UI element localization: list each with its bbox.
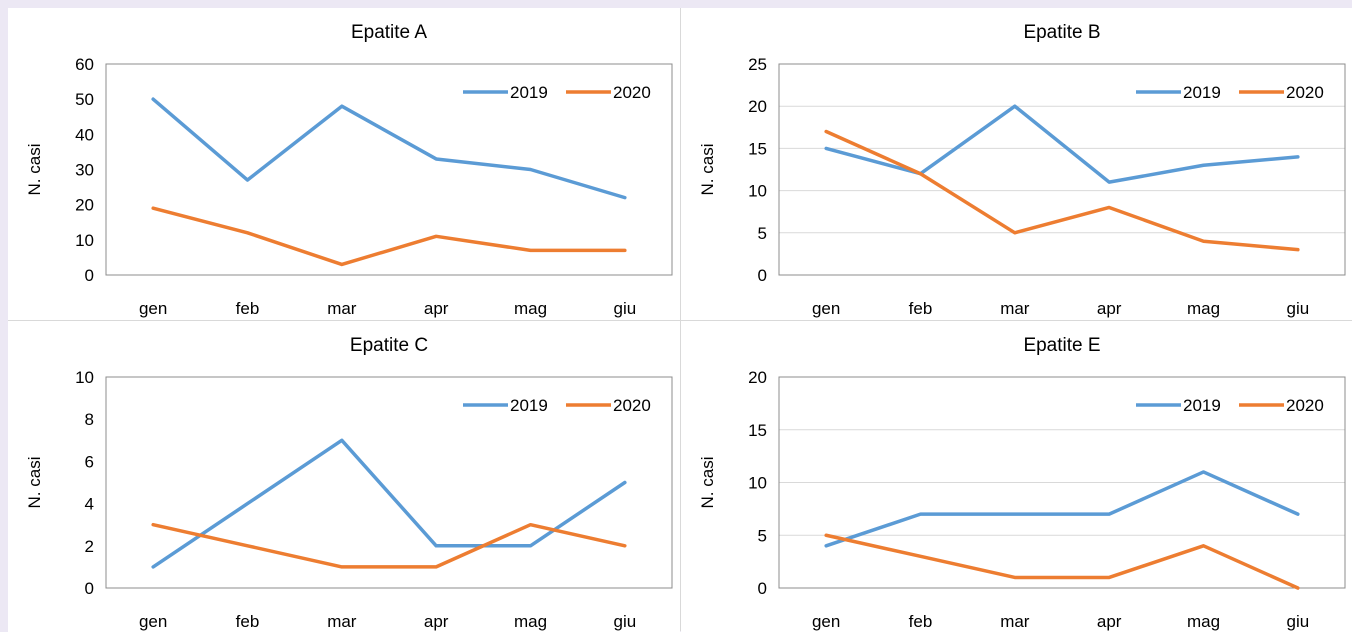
x-tick-label: mag (1187, 612, 1220, 631)
x-tick-label: apr (424, 612, 449, 631)
y-tick-label: 2 (85, 537, 94, 556)
y-tick-label: 0 (758, 266, 767, 285)
x-tick-label: feb (909, 612, 933, 631)
x-tick-label: mar (1000, 612, 1030, 631)
series-line-2019 (151, 438, 627, 569)
legend-label: 2019 (510, 396, 548, 415)
x-tick-label: gen (139, 612, 167, 631)
chart-title: Epatite E (1023, 335, 1100, 356)
chart-svg: Epatite A 0 10 20 30 40 50 60 gen feb mar apr mag giu… (25, 22, 673, 318)
x-tick-label: giu (613, 612, 636, 631)
y-tick-label: 8 (85, 410, 94, 429)
x-tick-label: apr (1097, 299, 1122, 318)
y-axis-label: N. casi (698, 144, 717, 196)
series-line-2020 (151, 206, 627, 267)
legend-label: 2019 (1183, 83, 1221, 102)
y-tick-label: 20 (748, 97, 767, 116)
legend-label: 2020 (613, 83, 651, 102)
legend-label: 2019 (1183, 396, 1221, 415)
chart-title: Epatite B (1023, 22, 1100, 43)
y-tick-label: 4 (85, 495, 94, 514)
y-tick-label: 15 (748, 139, 767, 158)
legend-label: 2019 (510, 83, 548, 102)
legend-label: 2020 (613, 396, 651, 415)
chart-panel-epatite-b: Epatite B 0 5 10 15 20 25 gen feb mar apr mag giu N. … (681, 8, 1352, 320)
y-tick-label: 30 (75, 161, 94, 180)
plot-area (778, 376, 1346, 589)
y-tick-label: 5 (758, 526, 767, 545)
y-tick-label: 40 (75, 125, 94, 144)
y-tick-label: 0 (758, 579, 767, 598)
charts-grid: Epatite A 0 10 20 30 40 50 60 gen feb mar apr mag giu… (8, 8, 1352, 632)
y-tick-label: 15 (748, 421, 767, 440)
legend-label: 2020 (1286, 83, 1324, 102)
y-tick-label: 20 (748, 368, 767, 387)
y-tick-label: 6 (85, 452, 94, 471)
series-line-2019 (824, 470, 1300, 548)
plot-area (105, 376, 673, 589)
x-tick-label: feb (236, 299, 260, 318)
y-tick-label: 0 (85, 266, 94, 285)
series-line-2020 (151, 522, 627, 569)
chart-panel-epatite-e: Epatite E 0 5 10 15 20 gen feb mar apr mag giu N. ca… (681, 321, 1352, 632)
chart-svg: Epatite E 0 5 10 15 20 gen feb mar apr mag giu N. ca… (698, 335, 1346, 631)
y-tick-label: 5 (758, 224, 767, 243)
y-tick-label: 60 (75, 55, 94, 74)
y-axis-label: N. casi (25, 144, 44, 196)
x-tick-label: feb (909, 299, 933, 318)
chart-panel-epatite-a: Epatite A 0 10 20 30 40 50 60 gen feb mar apr mag giu… (8, 8, 680, 320)
series-line-2020 (824, 129, 1300, 252)
chart-title: Epatite C (350, 335, 428, 356)
y-tick-label: 50 (75, 90, 94, 109)
plot-area (778, 63, 1346, 276)
chart-svg: Epatite C 0 2 4 6 8 10 gen feb mar apr mag giu N. cas… (25, 335, 673, 631)
y-tick-label: 20 (75, 196, 94, 215)
y-tick-label: 10 (75, 231, 94, 250)
x-tick-label: mar (327, 612, 357, 631)
x-tick-label: mar (1000, 299, 1030, 318)
legend-label: 2020 (1286, 396, 1324, 415)
plot-area (105, 63, 673, 276)
x-tick-label: gen (812, 612, 840, 631)
y-tick-label: 25 (748, 55, 767, 74)
x-tick-label: apr (424, 299, 449, 318)
x-tick-label: mag (514, 299, 547, 318)
x-tick-label: mar (327, 299, 357, 318)
x-tick-label: giu (1286, 299, 1309, 318)
y-axis-label: N. casi (698, 457, 717, 509)
chart-title: Epatite A (351, 22, 427, 43)
x-tick-label: gen (139, 299, 167, 318)
chart-svg: Epatite B 0 5 10 15 20 25 gen feb mar apr mag giu N. … (698, 22, 1346, 318)
x-tick-label: giu (613, 299, 636, 318)
x-tick-label: gen (812, 299, 840, 318)
series-line-2019 (151, 97, 627, 200)
y-tick-label: 0 (85, 579, 94, 598)
y-axis-label: N. casi (25, 457, 44, 509)
y-tick-label: 10 (75, 368, 94, 387)
x-tick-label: apr (1097, 612, 1122, 631)
x-tick-label: giu (1286, 612, 1309, 631)
y-tick-label: 10 (748, 182, 767, 201)
series-line-2019 (824, 104, 1300, 184)
y-tick-label: 10 (748, 474, 767, 493)
x-tick-label: feb (236, 612, 260, 631)
x-tick-label: mag (1187, 299, 1220, 318)
chart-panel-epatite-c: Epatite C 0 2 4 6 8 10 gen feb mar apr mag giu N. cas… (8, 321, 680, 632)
series-line-2020 (824, 533, 1300, 590)
x-tick-label: mag (514, 612, 547, 631)
